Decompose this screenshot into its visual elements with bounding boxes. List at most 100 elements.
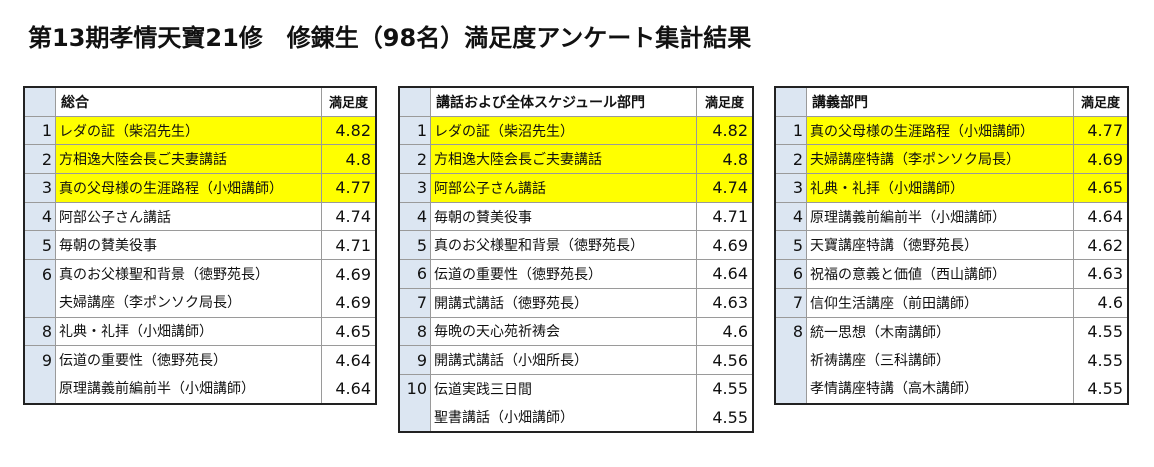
section-header: 講義部門 <box>806 87 1074 117</box>
rank-cell: 9 <box>399 345 431 375</box>
item-name-cell: レダの証（柴沼先生） <box>55 115 322 146</box>
table-row: 聖書講話（小畑講師） 4.55 <box>399 403 753 433</box>
score-cell: 4.56 <box>696 345 753 375</box>
rank-cell: 6 <box>775 259 807 289</box>
item-name-cell: 夫婦講座（李ポンソク局長） <box>55 288 322 318</box>
rank-cell: 2 <box>24 144 56 175</box>
score-cell: 4.63 <box>696 287 753 318</box>
table-row: 2 夫婦講座特講（李ポンソク局長） 4.69 <box>775 144 1128 175</box>
score-cell: 4.69 <box>321 288 376 318</box>
table-row: 6 祝福の意義と価値（西山講師） 4.63 <box>775 259 1128 289</box>
rank-cell <box>775 345 807 375</box>
item-name-cell: 原理講義前編前半（小畑講師） <box>806 201 1074 232</box>
table-row: 2 方相逸大陸会長ご夫妻講話 4.8 <box>399 144 753 175</box>
item-name-cell: 真の父母様の生涯路程（小畑講師） <box>55 173 322 203</box>
table-row: 4 原理講義前編前半（小畑講師） 4.64 <box>775 201 1128 232</box>
table-header-row: 講義部門 満足度 <box>775 87 1128 117</box>
rank-header-cell <box>775 87 807 117</box>
rank-cell: 3 <box>399 173 431 203</box>
rank-cell: 1 <box>399 115 431 146</box>
rank-cell: 3 <box>775 173 807 203</box>
rank-cell: 4 <box>399 201 431 232</box>
score-cell: 4.55 <box>1073 316 1128 346</box>
table-row: 4 阿部公子さん講話 4.74 <box>24 201 376 232</box>
item-name-cell: 方相逸大陸会長ご夫妻講話 <box>55 144 322 175</box>
score-header: 満足度 <box>1073 87 1128 117</box>
table-row: 孝情講座特講（高木講師） 4.55 <box>775 374 1128 404</box>
score-cell: 4.82 <box>696 115 753 146</box>
rank-cell <box>24 374 56 404</box>
item-name-cell: 天寶講座特講（徳野苑長） <box>806 230 1074 261</box>
item-name-cell: 毎朝の賛美役事 <box>430 201 697 232</box>
rank-cell: 5 <box>775 230 807 261</box>
item-name-cell: 毎朝の賛美役事 <box>55 230 322 261</box>
table-row: 9 伝道の重要性（徳野苑長） 4.64 <box>24 345 376 375</box>
score-cell: 4.69 <box>321 259 376 289</box>
rank-cell: 1 <box>775 115 807 146</box>
item-name-cell: 伝道の重要性（徳野苑長） <box>55 345 322 375</box>
table-row: 原理講義前編前半（小畑講師） 4.64 <box>24 374 376 404</box>
item-name-cell: 原理講義前編前半（小畑講師） <box>55 374 322 404</box>
rank-header-cell <box>24 87 56 117</box>
item-name-cell: 孝情講座特講（高木講師） <box>806 374 1074 404</box>
table-row: 1 真の父母様の生涯路程（小畑講師） 4.77 <box>775 115 1128 146</box>
rank-cell: 5 <box>24 230 56 261</box>
item-name-cell: 礼典・礼拝（小畑講師） <box>806 173 1074 203</box>
score-cell: 4.74 <box>321 201 376 232</box>
score-cell: 4.62 <box>1073 230 1128 261</box>
item-name-cell: 阿部公子さん講話 <box>430 173 697 203</box>
table-row: 7 信仰生活講座（前田講師） 4.6 <box>775 287 1128 318</box>
score-cell: 4.55 <box>696 403 753 433</box>
item-name-cell: 伝道実践三日間 <box>430 373 697 404</box>
section-header: 総合 <box>55 87 322 117</box>
rank-header-cell <box>399 87 431 117</box>
score-header: 満足度 <box>696 87 753 117</box>
score-cell: 4.64 <box>1073 201 1128 232</box>
score-cell: 4.63 <box>1073 259 1128 289</box>
table-row: 1 レダの証（柴沼先生） 4.82 <box>399 115 753 146</box>
table-row: 8 毎晩の天心苑祈祷会 4.6 <box>399 316 753 347</box>
item-name-cell: 伝道の重要性（徳野苑長） <box>430 259 697 289</box>
table-row: 7 開講式講話（徳野苑長） 4.63 <box>399 287 753 318</box>
table-header-row: 総合 満足度 <box>24 87 376 117</box>
table-row: 3 礼典・礼拝（小畑講師） 4.65 <box>775 173 1128 203</box>
rank-cell: 7 <box>399 287 431 318</box>
score-cell: 4.55 <box>1073 374 1128 404</box>
lecture-division-ranking-table: 講義部門 満足度 1 真の父母様の生涯路程（小畑講師） 4.77 2 夫婦講座特講（李ポンソ… <box>774 86 1129 405</box>
score-cell: 4.77 <box>1073 115 1128 146</box>
item-name-cell: 毎晩の天心苑祈祷会 <box>430 316 697 347</box>
score-header: 満足度 <box>321 87 376 117</box>
rank-cell: 10 <box>399 373 431 404</box>
item-name-cell: 阿部公子さん講話 <box>55 201 322 232</box>
table-row: 3 阿部公子さん講話 4.74 <box>399 173 753 203</box>
item-name-cell: 真の父母様の生涯路程（小畑講師） <box>806 115 1074 146</box>
score-cell: 4.6 <box>1073 287 1128 318</box>
table-row: 5 毎朝の賛美役事 4.71 <box>24 230 376 261</box>
table-row: 8 礼典・礼拝（小畑講師） 4.65 <box>24 316 376 347</box>
lecture-talk-schedule-ranking-table: 講話および全体スケジュール部門 満足度 1 レダの証（柴沼先生） 4.82 2 方相逸大陸会… <box>398 85 754 434</box>
item-name-cell: 夫婦講座特講（李ポンソク局長） <box>806 144 1074 175</box>
score-cell: 4.71 <box>321 230 376 261</box>
rank-cell: 4 <box>24 201 56 232</box>
rank-cell: 2 <box>775 144 807 175</box>
rank-cell: 2 <box>399 144 431 175</box>
rank-cell: 8 <box>399 316 431 347</box>
table-row: 3 真の父母様の生涯路程（小畑講師） 4.77 <box>24 173 376 203</box>
table-row: 6 真のお父様聖和背景（徳野苑長） 4.69 <box>24 259 376 289</box>
section-header: 講話および全体スケジュール部門 <box>430 87 697 117</box>
table-row: 4 毎朝の賛美役事 4.71 <box>399 201 753 232</box>
score-cell: 4.64 <box>321 374 376 404</box>
score-cell: 4.71 <box>696 201 753 232</box>
score-cell: 4.69 <box>1073 144 1128 175</box>
item-name-cell: 祝福の意義と価値（西山講師） <box>806 259 1074 289</box>
score-cell: 4.64 <box>321 345 376 375</box>
score-cell: 4.55 <box>696 373 753 404</box>
rank-cell: 8 <box>24 316 56 347</box>
score-cell: 4.65 <box>321 316 376 347</box>
score-cell: 4.77 <box>321 173 376 203</box>
overall-ranking-table: 総合 満足度 1 レダの証（柴沼先生） 4.82 2 方相逸大陸会長ご夫妻講話 4.8 3 真の父… <box>23 86 377 405</box>
table-header-row: 講話および全体スケジュール部門 満足度 <box>399 87 753 117</box>
rank-cell: 5 <box>399 230 431 261</box>
rank-cell: 7 <box>775 287 807 318</box>
score-cell: 4.65 <box>1073 173 1128 203</box>
